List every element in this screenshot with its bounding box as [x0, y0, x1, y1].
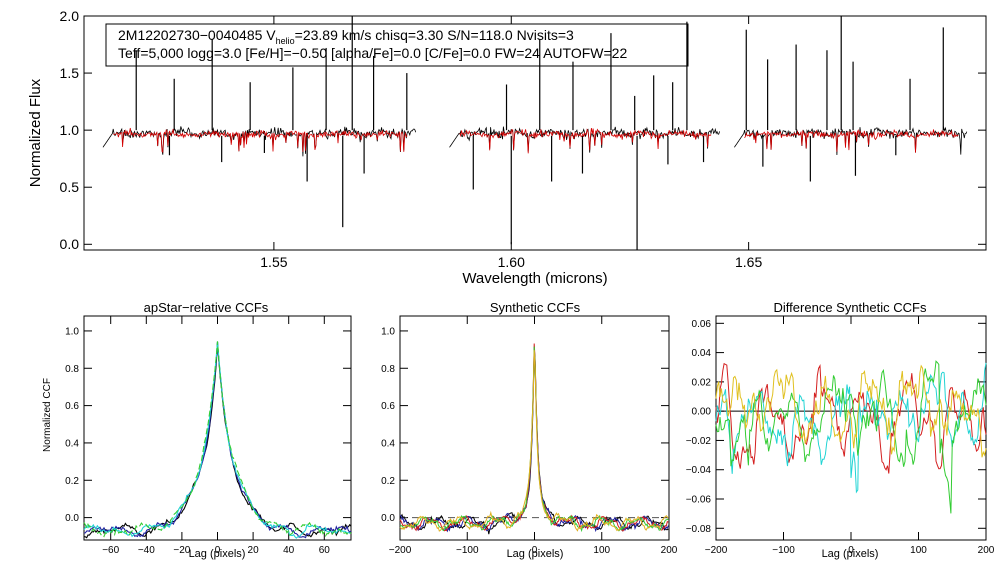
difference-ccf-x-tick-label: 100 — [910, 545, 927, 556]
apstar-ccf-x-tick-label: 20 — [248, 545, 260, 556]
annotation-line-1: 2M12202730−0040485 Vhelio=23.89 km/s chi… — [118, 27, 574, 46]
synthetic-ccf-x-tick-label: −200 — [389, 545, 412, 556]
apstar-ccf-y-tick-label: 0.8 — [65, 364, 79, 375]
synthetic-ccf-x-tick-label: 0 — [532, 545, 538, 556]
difference-ccf-x-tick-label: −100 — [772, 545, 795, 556]
apstar-ccf-x-tick-label: 0 — [215, 545, 221, 556]
apstar-ccf-series-line — [83, 341, 352, 539]
spectrum-annotation: 2M12202730−0040485 Vhelio=23.89 km/s chi… — [105, 23, 689, 67]
synthetic-ccf-y-tick-label: 0.2 — [381, 476, 395, 487]
synthetic-ccf-title: Synthetic CCFs — [490, 300, 581, 315]
spectrum-y-axis-label: Normalized Flux — [27, 78, 44, 187]
difference-ccf-y-tick-label: 0.04 — [692, 348, 712, 359]
synthetic-ccf-x-tick-label: −100 — [456, 545, 479, 556]
spectrum-y-tick-label: 1.5 — [60, 65, 80, 81]
spectrum-x-tick-label: 1.55 — [260, 254, 287, 270]
synthetic-ccf-series-line — [399, 351, 669, 535]
apstar-ccf-panel: apStar−relative CCFs Normalized CCF Lag … — [42, 300, 352, 560]
observed-spectrum-segment — [734, 126, 968, 156]
difference-ccf-y-tick-label: 0.02 — [692, 377, 712, 388]
apstar-ccf-plot-frame — [83, 315, 352, 541]
apstar-ccf-series-line — [83, 341, 352, 538]
difference-ccf-y-tick-label: 0.00 — [692, 407, 712, 418]
synthetic-ccf-x-tick-label: 100 — [593, 545, 610, 556]
apstar-ccf-x-tick-label: −20 — [173, 545, 190, 556]
synthetic-spectrum-segment — [744, 128, 959, 153]
synthetic-ccf-series-line — [399, 350, 669, 532]
observed-spectrum-segment — [102, 126, 417, 157]
synthetic-spectrum-segment — [113, 127, 408, 154]
synthetic-ccf-series-line — [399, 346, 669, 533]
apstar-ccf-y-axis-label: Normalized CCF — [42, 378, 53, 452]
apstar-ccf-y-tick-label: 0.4 — [65, 438, 79, 449]
annotation-line-2: Teff=5,000 logg=3.0 [Fe/H]=−0.50 [alpha/… — [118, 45, 627, 61]
apstar-ccf-y-tick-label: 0.0 — [65, 513, 79, 524]
difference-ccf-series-line — [715, 364, 987, 458]
synthetic-ccf-y-tick-label: 0.4 — [381, 438, 395, 449]
difference-ccf-y-tick-label: −0.04 — [686, 465, 712, 476]
difference-ccf-x-axis-label: Lag (pixels) — [822, 548, 879, 560]
synthetic-ccf-y-tick-label: 1.0 — [381, 326, 395, 337]
difference-ccf-series-line — [715, 360, 987, 514]
apstar-ccf-y-tick-label: 0.6 — [65, 401, 79, 412]
synthetic-ccf-series-line — [399, 343, 669, 532]
spectrum-y-tick-label: 0.5 — [60, 179, 80, 195]
synthetic-ccf-x-tick-label: 200 — [661, 545, 678, 556]
apstar-ccf-y-tick-label: 0.2 — [65, 476, 79, 487]
synthetic-ccf-y-tick-label: 0.6 — [381, 401, 395, 412]
spectrum-y-tick-label: 2.0 — [60, 8, 80, 24]
apstar-ccf-y-tick-label: 1.0 — [65, 326, 79, 337]
apstar-ccf-series-line — [83, 341, 352, 539]
difference-ccf-x-tick-label: −200 — [705, 545, 728, 556]
spectrum-plot-frame — [83, 15, 987, 251]
synthetic-ccf-plot-frame — [399, 315, 670, 541]
spectrum-x-tick-label: 1.65 — [735, 254, 762, 270]
observed-spectrum-segment — [449, 126, 720, 153]
difference-ccf-panel: Difference Synthetic CCFs Lag (pixels) −… — [686, 300, 995, 560]
apstar-ccf-x-tick-label: −60 — [102, 545, 119, 556]
apstar-ccf-x-tick-label: 40 — [283, 545, 295, 556]
difference-ccf-y-tick-label: −0.08 — [686, 524, 712, 535]
apstar-ccf-series-line — [83, 343, 352, 539]
synthetic-spectrum-segment — [459, 127, 712, 154]
synthetic-ccf-panel: Synthetic CCFs Lag (pixels) −200 −100 0 100… — [381, 300, 678, 560]
apstar-ccf-x-tick-label: 60 — [319, 545, 331, 556]
difference-ccf-title: Difference Synthetic CCFs — [774, 300, 927, 315]
spectrum-x-tick-label: 1.60 — [498, 254, 525, 270]
difference-ccf-y-tick-label: 0.06 — [692, 319, 712, 330]
difference-ccf-x-tick-label: 200 — [978, 545, 995, 556]
difference-ccf-x-tick-label: 0 — [848, 545, 854, 556]
spectrum-y-tick-label: 0.0 — [60, 236, 80, 252]
spectrum-x-axis-label: Wavelength (microns) — [462, 270, 607, 287]
apstar-ccf-title: apStar−relative CCFs — [144, 300, 269, 315]
synthetic-ccf-y-tick-label: 0.0 — [381, 513, 395, 524]
difference-ccf-series-line — [715, 362, 987, 494]
difference-ccf-plot-frame — [715, 315, 987, 541]
spectrum-y-tick-label: 1.0 — [60, 122, 80, 138]
synthetic-ccf-x-axis-label: Lag (pixels) — [507, 548, 564, 560]
spectrum-panel: Normalized Flux Wavelength (microns) 2M1… — [27, 8, 987, 287]
synthetic-ccf-y-tick-label: 0.8 — [381, 364, 395, 375]
difference-ccf-series-line — [715, 362, 987, 474]
difference-ccf-y-tick-label: −0.06 — [686, 495, 712, 506]
difference-ccf-y-tick-label: −0.02 — [686, 436, 712, 447]
apstar-ccf-x-axis-label: Lag (pixels) — [189, 548, 246, 560]
apstar-ccf-x-tick-label: −40 — [138, 545, 155, 556]
